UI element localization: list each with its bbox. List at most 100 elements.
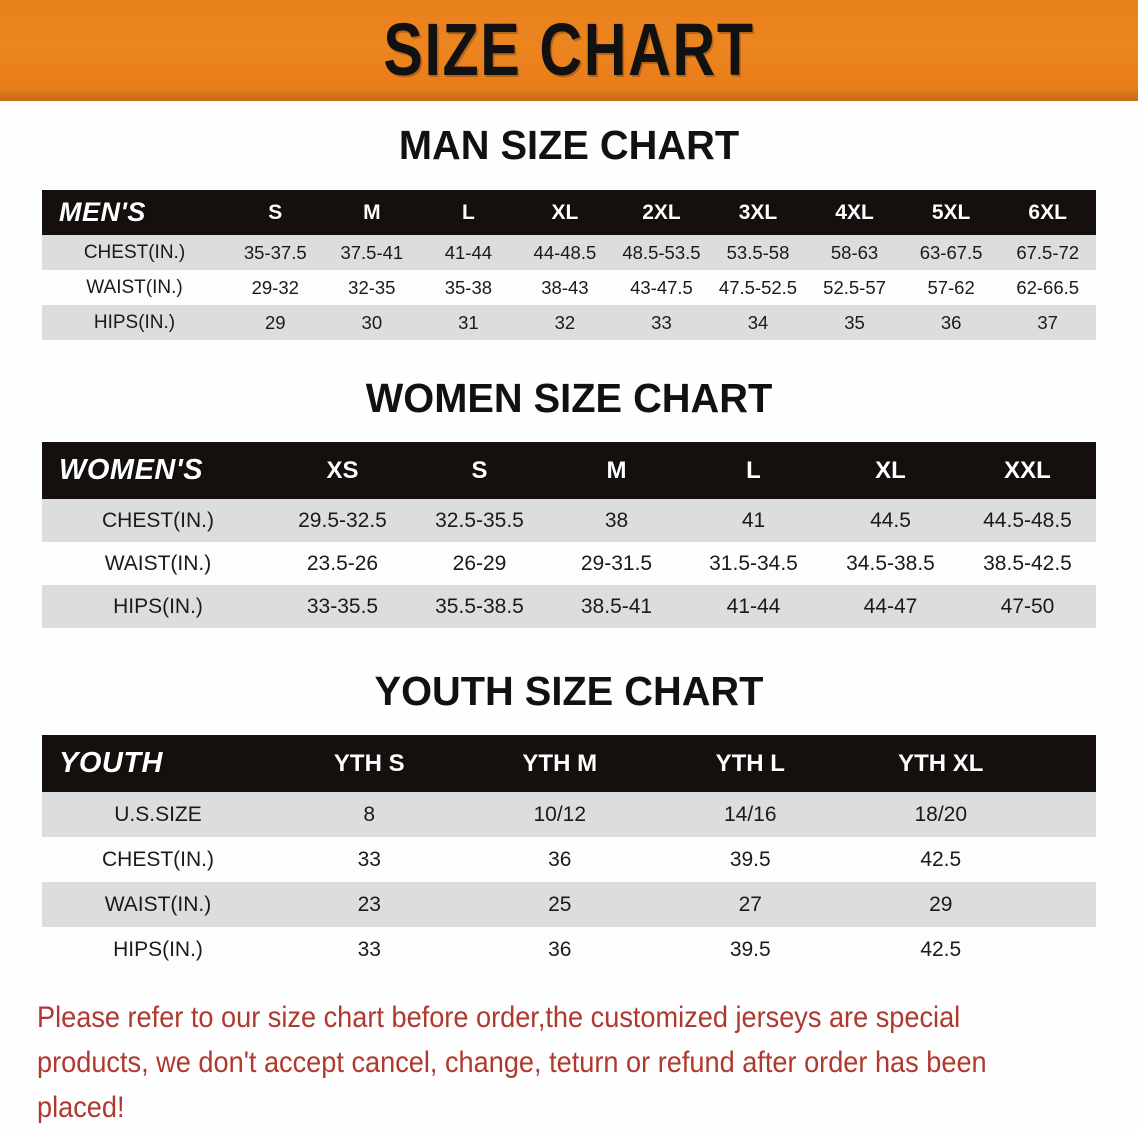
youth-cell: 39.5 bbox=[655, 837, 846, 882]
women-cell: 29.5-32.5 bbox=[274, 499, 411, 542]
youth-col-header: YTH M bbox=[464, 735, 655, 792]
men-cell: 57-62 bbox=[902, 270, 1000, 305]
men-col-header: M bbox=[323, 190, 421, 235]
women-cell: 32.5-35.5 bbox=[411, 499, 548, 542]
men-cell: 38-43 bbox=[516, 270, 614, 305]
men-cell: 36 bbox=[902, 305, 1000, 340]
men-cell: 35-38 bbox=[420, 270, 517, 305]
men-col-header: 2XL bbox=[613, 190, 710, 235]
table-row: HIPS(IN.) 33-35.5 35.5-38.5 38.5-41 41-4… bbox=[42, 585, 1096, 628]
table-row: HIPS(IN.) 33 36 39.5 42.5 bbox=[42, 927, 1096, 972]
youth-cell: 36 bbox=[464, 837, 655, 882]
women-col-header: XL bbox=[822, 442, 959, 499]
men-cell: 47.5-52.5 bbox=[709, 270, 807, 305]
men-cell: 37 bbox=[999, 305, 1096, 340]
youth-cell: 33 bbox=[274, 927, 465, 972]
women-cell: 35.5-38.5 bbox=[411, 585, 548, 628]
man-table-wrap: MEN'S S M L XL 2XL 3XL 4XL 5XL 6XL CHEST… bbox=[42, 190, 1096, 340]
women-col-header: XS bbox=[274, 442, 411, 499]
men-col-header: 6XL bbox=[999, 190, 1096, 235]
men-row-label: CHEST(IN.) bbox=[42, 235, 227, 270]
women-col-header: M bbox=[548, 442, 685, 499]
youth-cell: 36 bbox=[464, 927, 655, 972]
women-col-header: L bbox=[685, 442, 822, 499]
men-cell: 31 bbox=[420, 305, 517, 340]
youth-col-header: YTH S bbox=[274, 735, 465, 792]
women-col-header: S bbox=[411, 442, 548, 499]
men-cell: 44-48.5 bbox=[516, 235, 614, 270]
youth-cell: 42.5 bbox=[845, 837, 1036, 882]
table-row: WAIST(IN.) 23.5-26 26-29 29-31.5 31.5-34… bbox=[42, 542, 1096, 585]
women-cell: 38.5-42.5 bbox=[959, 542, 1096, 585]
men-cell: 37.5-41 bbox=[323, 235, 421, 270]
men-cell: 33 bbox=[613, 305, 710, 340]
men-cell: 29 bbox=[227, 305, 324, 340]
women-table-head: WOMEN'S XS S M L XL XXL bbox=[42, 442, 1096, 499]
table-row: CHEST(IN.) 35-37.5 37.5-41 41-44 44-48.5… bbox=[42, 235, 1096, 270]
youth-header-row: YOUTH YTH S YTH M YTH L YTH XL bbox=[42, 735, 1096, 792]
women-cell: 26-29 bbox=[411, 542, 548, 585]
youth-cell: 10/12 bbox=[464, 792, 655, 837]
women-cell: 47-50 bbox=[959, 585, 1096, 628]
table-row: CHEST(IN.) 33 36 39.5 42.5 bbox=[42, 837, 1096, 882]
women-cell: 34.5-38.5 bbox=[822, 542, 959, 585]
man-section-title: MAN SIZE CHART bbox=[398, 122, 740, 168]
men-cell: 35-37.5 bbox=[227, 235, 324, 270]
women-cell: 44-47 bbox=[822, 585, 959, 628]
men-cell: 41-44 bbox=[420, 235, 517, 270]
men-cell: 48.5-53.5 bbox=[613, 235, 710, 270]
youth-row-label: U.S.SIZE bbox=[42, 792, 274, 837]
youth-size-table: YOUTH YTH S YTH M YTH L YTH XL U.S.SIZE … bbox=[42, 735, 1096, 972]
youth-cell-spacer bbox=[1036, 792, 1096, 837]
youth-cell: 8 bbox=[274, 792, 465, 837]
women-row-label: CHEST(IN.) bbox=[42, 499, 274, 542]
women-cell: 38.5-41 bbox=[548, 585, 685, 628]
table-row: WAIST(IN.) 29-32 32-35 35-38 38-43 43-47… bbox=[42, 270, 1096, 305]
youth-row-label: WAIST(IN.) bbox=[42, 882, 274, 927]
youth-cell: 39.5 bbox=[655, 927, 846, 972]
men-col-header: S bbox=[227, 190, 324, 235]
table-row: CHEST(IN.) 29.5-32.5 32.5-35.5 38 41 44.… bbox=[42, 499, 1096, 542]
table-row: WAIST(IN.) 23 25 27 29 bbox=[42, 882, 1096, 927]
men-corner-label: MEN'S bbox=[42, 190, 227, 235]
men-cell: 34 bbox=[709, 305, 807, 340]
youth-section-title: YOUTH SIZE CHART bbox=[374, 668, 764, 714]
youth-cell: 29 bbox=[845, 882, 1036, 927]
men-cell: 63-67.5 bbox=[902, 235, 1000, 270]
banner-title: SIZE CHART bbox=[383, 8, 755, 91]
women-size-table: WOMEN'S XS S M L XL XXL CHEST(IN.) 29.5-… bbox=[42, 442, 1096, 628]
women-cell: 33-35.5 bbox=[274, 585, 411, 628]
youth-col-header: YTH L bbox=[655, 735, 846, 792]
youth-cell: 33 bbox=[274, 837, 465, 882]
men-col-header: XL bbox=[516, 190, 614, 235]
men-header-row: MEN'S S M L XL 2XL 3XL 4XL 5XL 6XL bbox=[42, 190, 1096, 235]
women-row-label: HIPS(IN.) bbox=[42, 585, 274, 628]
men-col-header: 3XL bbox=[709, 190, 807, 235]
women-corner-label: WOMEN'S bbox=[42, 442, 274, 499]
women-col-header: XXL bbox=[959, 442, 1096, 499]
youth-cell: 25 bbox=[464, 882, 655, 927]
men-col-header: 4XL bbox=[806, 190, 903, 235]
men-row-label: WAIST(IN.) bbox=[42, 270, 227, 305]
women-table-body: CHEST(IN.) 29.5-32.5 32.5-35.5 38 41 44.… bbox=[42, 499, 1096, 628]
table-row: U.S.SIZE 8 10/12 14/16 18/20 bbox=[42, 792, 1096, 837]
men-size-table: MEN'S S M L XL 2XL 3XL 4XL 5XL 6XL CHEST… bbox=[42, 190, 1096, 340]
men-cell: 67.5-72 bbox=[999, 235, 1096, 270]
women-cell: 23.5-26 bbox=[274, 542, 411, 585]
women-cell: 41 bbox=[685, 499, 822, 542]
men-cell: 35 bbox=[806, 305, 903, 340]
men-cell: 43-47.5 bbox=[613, 270, 710, 305]
men-col-header: L bbox=[420, 190, 517, 235]
youth-cell: 27 bbox=[655, 882, 846, 927]
women-cell: 29-31.5 bbox=[548, 542, 685, 585]
men-cell: 32 bbox=[516, 305, 614, 340]
men-col-header: 5XL bbox=[902, 190, 1000, 235]
women-header-row: WOMEN'S XS S M L XL XXL bbox=[42, 442, 1096, 499]
women-cell: 44.5-48.5 bbox=[959, 499, 1096, 542]
men-cell: 29-32 bbox=[227, 270, 324, 305]
youth-table-body: U.S.SIZE 8 10/12 14/16 18/20 CHEST(IN.) … bbox=[42, 792, 1096, 972]
youth-cell: 42.5 bbox=[845, 927, 1036, 972]
men-cell: 62-66.5 bbox=[999, 270, 1096, 305]
women-cell: 38 bbox=[548, 499, 685, 542]
women-cell: 44.5 bbox=[822, 499, 959, 542]
